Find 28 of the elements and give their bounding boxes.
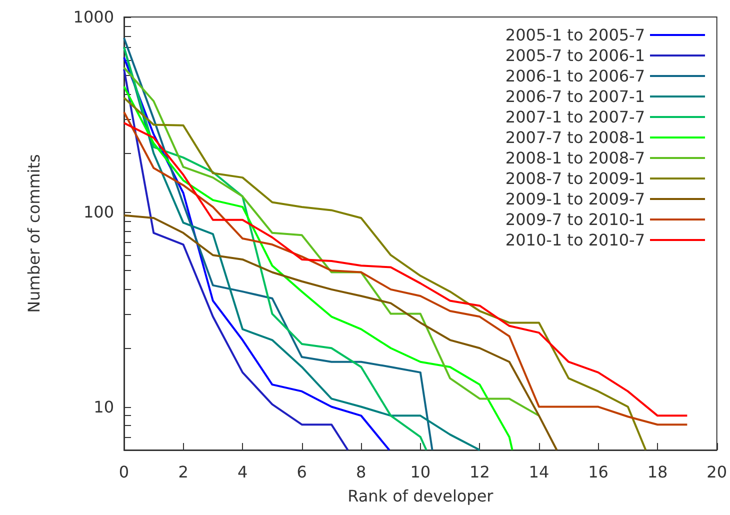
x-tick-label: 18 [647,462,668,482]
x-tick-label: 20 [706,462,727,482]
legend-label: 2007-1 to 2007-7 [505,108,645,126]
y-tick-label: 1000 [73,8,114,26]
legend-label: 2006-1 to 2006-7 [505,66,645,86]
x-axis-title: Rank of developer [348,486,494,506]
x-tick-label: 6 [296,462,307,482]
x-tick-label: 2 [178,462,188,482]
line-series [123,68,349,451]
x-tick-label: 10 [410,462,431,482]
y-tick-label: 100 [83,202,114,222]
y-axis-title: Number of commits [24,154,44,313]
x-tick-label: 4 [237,462,248,482]
x-tick-label: 14 [528,462,550,482]
x-tick-label: 12 [470,462,490,482]
legend-label: 2005-1 to 2005-7 [505,26,645,44]
legend-label: 2008-7 to 2009-1 [505,169,645,188]
legend-label: 2009-1 to 2009-7 [505,190,645,208]
legend-label: 2007-7 to 2008-1 [505,128,645,147]
x-tick-label: 0 [118,462,130,482]
y-tick-label: 10 [94,397,114,416]
legend-label: 2008-1 to 2008-7 [505,148,645,168]
x-tick-label: 8 [356,462,366,482]
legend-label: 2009-7 to 2010-1 [505,210,645,229]
legend-label: 2005-7 to 2006-1 [505,46,645,65]
x-tick-label: 16 [588,462,608,482]
legend-label: 2010-1 to 2010-7 [505,230,645,250]
legend-label: 2006-7 to 2007-1 [505,87,645,106]
